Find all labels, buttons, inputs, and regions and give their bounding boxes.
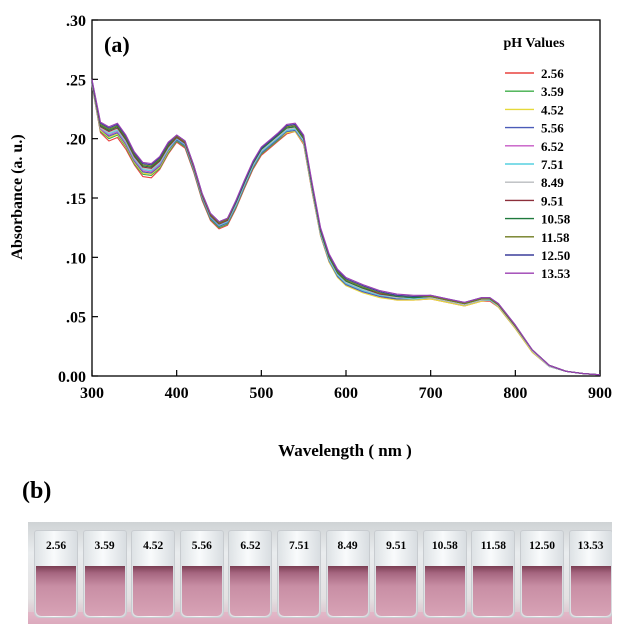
vial-liquid: [376, 566, 417, 616]
vial-ph-label: 7.51: [288, 540, 310, 552]
vial: 12.50: [520, 530, 564, 622]
legend-entry: 11.58: [541, 230, 570, 245]
series-layer: [91, 79, 601, 376]
vial: 6.52: [228, 530, 273, 622]
vial-liquid: [230, 566, 271, 616]
vial: 2.56: [34, 530, 78, 622]
vial-glass: [82, 530, 127, 618]
x-tick-label: 500: [249, 385, 273, 402]
legend-entry: 13.53: [541, 266, 571, 281]
vial-liquid: [181, 566, 222, 616]
legend-entry: 5.56: [541, 121, 564, 136]
series-line-7.51: [91, 82, 601, 376]
series-line-9.51: [91, 81, 601, 376]
legend-entry: 7.51: [541, 157, 564, 172]
vial-ph-label: 4.52: [143, 540, 164, 552]
vial-ph-label: 2.56: [45, 540, 67, 552]
vial-liquid: [133, 566, 174, 616]
vial-liquid: [522, 566, 562, 616]
x-tick-label: 600: [334, 385, 358, 402]
y-tick-label: 0.00: [58, 369, 86, 386]
panel-b-label: (b): [22, 478, 52, 504]
vial-glass: [34, 530, 78, 618]
legend-entry: 9.51: [541, 193, 564, 208]
vial-glass: [228, 530, 273, 618]
vial-liquid: [279, 566, 319, 616]
vial-glass: [131, 530, 176, 618]
series-line-3.59: [91, 85, 601, 376]
vials-photo: 2.56 3.59 4.52 5.56 6.52 7.51 8.49 9.51 10.58 11.…: [28, 522, 612, 624]
vial-glass: [520, 530, 564, 618]
vial-ph-label: 10.58: [431, 540, 458, 552]
series-line-10.58: [91, 81, 601, 376]
x-tick-label: 400: [165, 385, 189, 402]
legend-entry: 12.50: [541, 248, 570, 263]
legend-entry: 2.56: [541, 66, 564, 81]
legend-entry: 6.52: [541, 139, 564, 154]
y-tick-label: .15: [66, 191, 86, 208]
vial-liquid: [473, 566, 514, 616]
y-tick-label: .20: [66, 132, 86, 149]
legend-entry: 10.58: [541, 212, 571, 227]
axes-layer: 0.00 .05 .10 .15 .20 .25 .30 300 400 500 600 700 800…: [58, 13, 612, 402]
x-tick-label: 300: [80, 385, 104, 402]
panel-a-label: (a): [104, 32, 130, 57]
vial: 4.52: [131, 530, 176, 622]
legend-entry: 4.52: [541, 102, 564, 117]
x-axis-title: Wavelength ( nm ): [278, 441, 412, 460]
vial-glass: [277, 530, 321, 618]
vial: 10.58: [422, 530, 467, 622]
vial-ph-label: 12.50: [529, 540, 555, 552]
x-tick-label: 800: [503, 385, 527, 402]
series-line-8.49: [91, 82, 601, 376]
vial: 5.56: [179, 530, 224, 622]
vial-ph-label: 6.52: [240, 540, 261, 552]
vial-glass: [471, 530, 516, 618]
absorbance-chart: 0.00 .05 .10 .15 .20 .25 .30 300 400 500 600 700 800…: [9, 13, 612, 460]
vial-glass: [179, 530, 224, 618]
vial-liquid: [424, 566, 465, 616]
vial: 11.58: [471, 530, 516, 622]
vial: 13.53: [568, 530, 612, 622]
series-line-4.52: [91, 84, 601, 376]
vial-ph-label: 5.56: [191, 540, 212, 552]
vial-ph-label: 13.53: [577, 540, 604, 552]
vial-glass: [325, 530, 370, 618]
vial-glass: [568, 530, 612, 618]
y-tick-label: .25: [66, 72, 86, 89]
vial-ph-label: 9.51: [386, 540, 407, 552]
x-tick-label: 700: [419, 385, 443, 402]
y-axis-title: Absorbance (a. u.): [9, 134, 26, 259]
vial-liquid: [570, 566, 611, 616]
legend-title: pH Values: [503, 36, 565, 51]
vial-liquid: [84, 566, 125, 616]
vial-liquid: [36, 566, 76, 616]
y-tick-label: .05: [66, 310, 86, 327]
legend-entry: 3.59: [541, 84, 564, 99]
series-line-11.58: [91, 80, 601, 376]
vial-ph-label: 11.58: [480, 540, 507, 552]
vial: 9.51: [374, 530, 419, 622]
vial-liquid: [327, 566, 368, 616]
x-tick-label: 900: [588, 385, 612, 402]
series-line-2.56: [91, 85, 601, 376]
legend-entry: 8.49: [541, 175, 564, 190]
vial: 8.49: [325, 530, 370, 622]
vial: 3.59: [82, 530, 127, 622]
vial-ph-label: 8.49: [337, 540, 358, 552]
vial-ph-label: 3.59: [94, 540, 115, 552]
vial-glass: [422, 530, 467, 618]
vial: 7.51: [277, 530, 321, 622]
series-line-12.50: [91, 80, 601, 376]
vial-glass: [374, 530, 419, 618]
y-tick-label: .10: [66, 250, 86, 267]
legend: 2.56 3.59 4.52 5.56 6.52 7.51 8.49 9.51 10.58 11.…: [505, 66, 571, 281]
series-line-13.53: [91, 79, 601, 376]
y-tick-label: .30: [66, 13, 86, 30]
